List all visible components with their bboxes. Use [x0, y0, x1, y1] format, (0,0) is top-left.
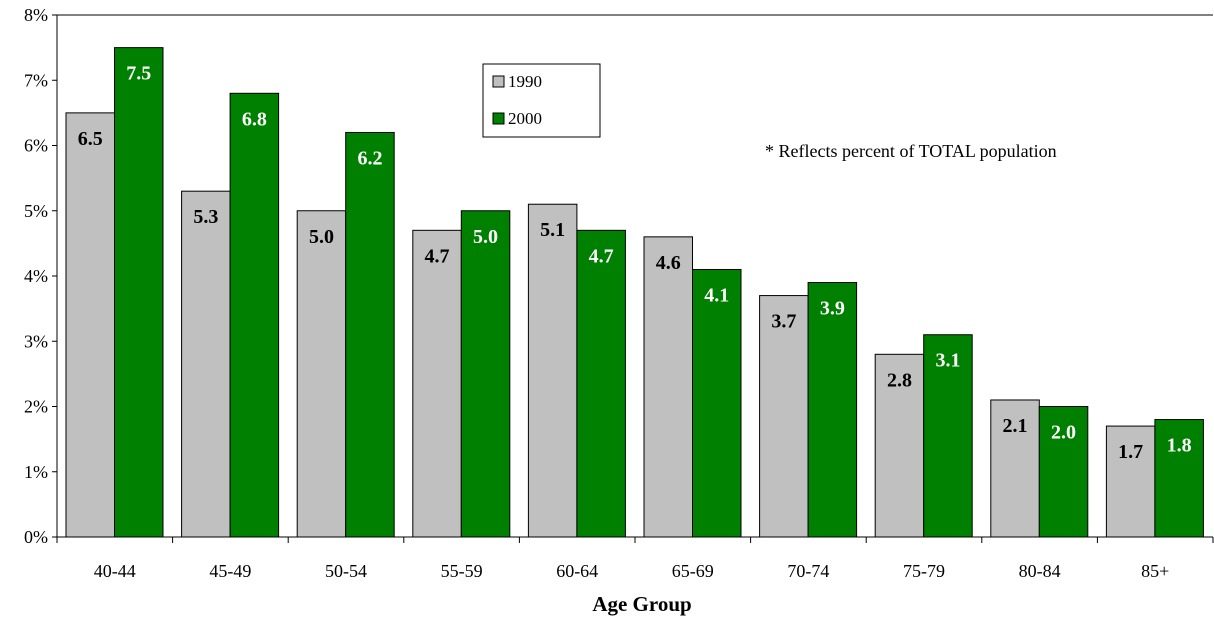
bar-1990-55-59 — [412, 229, 462, 538]
x-tick-label: 85+ — [1141, 561, 1169, 581]
bar-1990-65-69 — [643, 236, 693, 538]
data-label-2000-50-54: 6.2 — [357, 147, 382, 169]
bar-2000-55-59 — [460, 210, 511, 538]
x-tick-label: 40-44 — [94, 561, 136, 581]
bar-1990-80-84 — [990, 399, 1040, 538]
data-label-1990-60-64: 5.1 — [540, 219, 565, 241]
data-label-1990-65-69: 4.6 — [656, 252, 681, 274]
y-tick-label: 3% — [24, 331, 48, 351]
bar-2000-65-69 — [692, 268, 742, 538]
data-label-2000-70-74: 3.9 — [820, 298, 845, 320]
data-label-2000-40-44: 7.5 — [126, 63, 151, 85]
y-tick-label: 2% — [24, 397, 48, 417]
legend-label-1990: 1990 — [508, 72, 542, 91]
data-label-2000-80-84: 2.0 — [1051, 422, 1076, 444]
bar-1990-45-49 — [181, 190, 231, 538]
bar-1990-40-44 — [65, 112, 115, 538]
data-labels-group: 6.5 7.5 5.3 6.8 5.0 6.2 4.7 5.0 5.1 4.7 4.6 4.1 3.7 3… — [78, 63, 1192, 463]
data-label-1990-85+: 1.7 — [1118, 441, 1143, 463]
bar-2000-75-79 — [923, 334, 973, 538]
x-tick-label: 50-54 — [325, 561, 367, 581]
bar-1990-50-54 — [296, 210, 347, 538]
x-tick-label: 65-69 — [672, 561, 714, 581]
y-tick-label: 6% — [24, 136, 48, 156]
bar-1990-75-79 — [874, 353, 925, 538]
y-tick-label: 4% — [24, 266, 48, 286]
bar-2000-50-54 — [345, 131, 395, 538]
x-tick-label: 45-49 — [209, 561, 251, 581]
bar-2000-45-49 — [229, 92, 280, 538]
bar-1990-85+ — [1105, 425, 1156, 538]
bar-2000-70-74 — [807, 282, 858, 538]
x-tick-label: 75-79 — [903, 561, 945, 581]
legend-swatch-2000 — [492, 112, 505, 125]
data-label-1990-75-79: 2.8 — [887, 369, 912, 391]
x-tick-label: 80-84 — [1019, 561, 1061, 581]
data-label-1990-55-59: 4.7 — [425, 245, 450, 267]
bar-2000-85+ — [1154, 419, 1204, 538]
data-label-2000-85+: 1.8 — [1167, 435, 1192, 457]
data-label-1990-50-54: 5.0 — [309, 226, 334, 248]
legend: 1990 2000 — [482, 63, 601, 138]
y-tick-label: 0% — [24, 527, 48, 547]
bar-2000-80-84 — [1038, 406, 1089, 538]
bar-2000-60-64 — [576, 229, 626, 538]
y-tick-label: 5% — [24, 201, 48, 221]
data-label-1990-40-44: 6.5 — [78, 128, 103, 150]
x-axis-title: Age Group — [592, 592, 691, 616]
data-label-2000-75-79: 3.1 — [935, 350, 960, 372]
annotation-note: * Reflects percent of TOTAL population — [765, 141, 1057, 161]
bar-1990-60-64 — [527, 203, 578, 538]
bars-group — [65, 47, 1204, 538]
data-label-1990-80-84: 2.1 — [1003, 415, 1028, 437]
y-tick-label: 8% — [24, 5, 48, 25]
x-axis: 40-44 45-49 50-54 55-59 60-64 65-69 70-74 75-79… — [56, 536, 1214, 581]
data-label-2000-65-69: 4.1 — [704, 284, 729, 306]
x-tick-label: 70-74 — [787, 561, 829, 581]
y-axis: 0% 1% 2% 3% 4% 5% 6% 7% 8% — [24, 5, 58, 547]
data-label-1990-70-74: 3.7 — [771, 311, 796, 333]
x-tick-label: 60-64 — [556, 561, 598, 581]
data-label-2000-55-59: 5.0 — [473, 226, 498, 248]
x-tick-label: 55-59 — [441, 561, 483, 581]
legend-swatch-1990 — [492, 75, 505, 88]
y-tick-label: 7% — [24, 70, 48, 90]
data-label-2000-45-49: 6.8 — [242, 108, 267, 130]
legend-label-2000: 2000 — [508, 109, 542, 128]
y-tick-label: 1% — [24, 462, 48, 482]
data-label-1990-45-49: 5.3 — [193, 206, 218, 228]
data-label-2000-60-64: 4.7 — [589, 245, 614, 267]
bar-1990-70-74 — [759, 295, 809, 538]
bar-2000-40-44 — [114, 47, 164, 538]
